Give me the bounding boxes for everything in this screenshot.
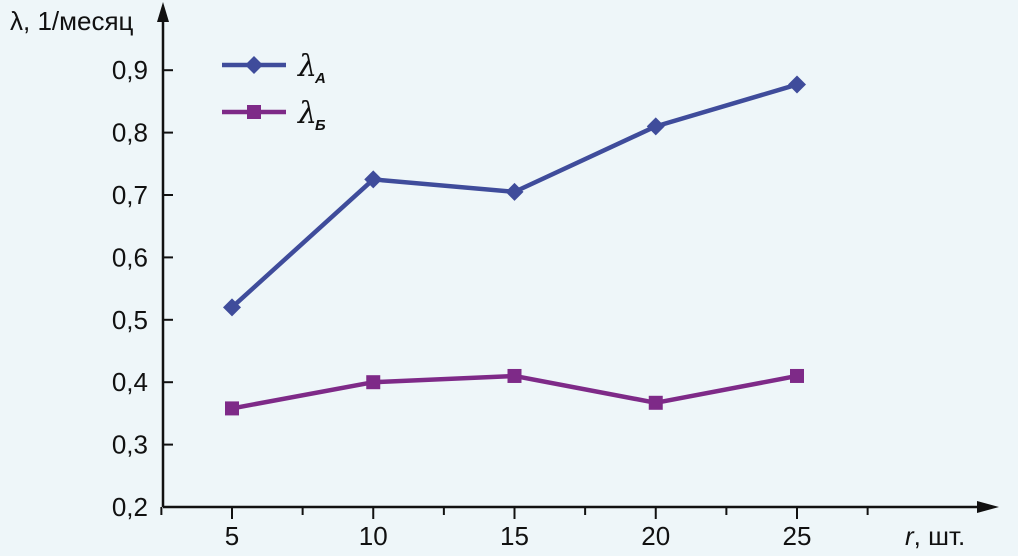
data-point <box>364 170 383 189</box>
legend-subscript: Б <box>315 117 326 134</box>
data-point <box>646 117 665 136</box>
x-axis-unit: , шт. <box>914 521 966 551</box>
y-ticks: 0,2 0,3 0,4 0,5 0,6 0,7 0,8 0,9 <box>112 55 173 522</box>
legend-subscript: A <box>314 70 326 87</box>
data-point <box>225 401 239 416</box>
x-axis-arrow <box>977 501 999 513</box>
x-tick-label: 25 <box>783 521 812 551</box>
y-tick-label: 0,4 <box>112 367 148 397</box>
legend-marker <box>247 105 261 119</box>
data-point <box>505 182 524 201</box>
legend-entry-1: λA <box>222 49 326 87</box>
y-tick-label: 0,6 <box>112 242 148 272</box>
data-point <box>223 298 241 317</box>
x-tick-label: 20 <box>641 521 670 551</box>
y-axis-arrow <box>157 2 169 22</box>
legend-label: λ <box>297 96 317 131</box>
data-point <box>788 75 806 94</box>
data-point <box>507 368 522 383</box>
axes <box>157 2 999 513</box>
data-point <box>790 368 804 383</box>
series-layer <box>223 75 806 416</box>
x-axis-variable: r <box>905 521 915 551</box>
y-tick-label: 0,7 <box>112 180 148 210</box>
y-tick-label: 0,8 <box>112 118 148 148</box>
y-tick-label: 0,3 <box>112 430 148 460</box>
legend-marker <box>245 56 263 74</box>
x-tick-label: 15 <box>500 521 529 551</box>
data-point <box>648 395 663 410</box>
x-axis-title: r, шт. <box>905 521 965 551</box>
legend-entry-2: λБ <box>222 96 326 134</box>
x-tick-label: 5 <box>225 521 239 551</box>
series-1 <box>223 75 806 317</box>
y-axis-title: λ, 1/месяц <box>10 6 134 36</box>
x-ticks: 5 10 15 20 25 <box>160 507 869 551</box>
x-tick-label: 10 <box>359 521 388 551</box>
y-tick-label: 0,5 <box>112 305 148 335</box>
y-tick-label: 0,2 <box>112 492 148 522</box>
legend-label: λ <box>297 49 317 84</box>
data-point <box>366 375 381 390</box>
series-2 <box>225 368 804 416</box>
y-tick-label: 0,9 <box>112 55 148 85</box>
